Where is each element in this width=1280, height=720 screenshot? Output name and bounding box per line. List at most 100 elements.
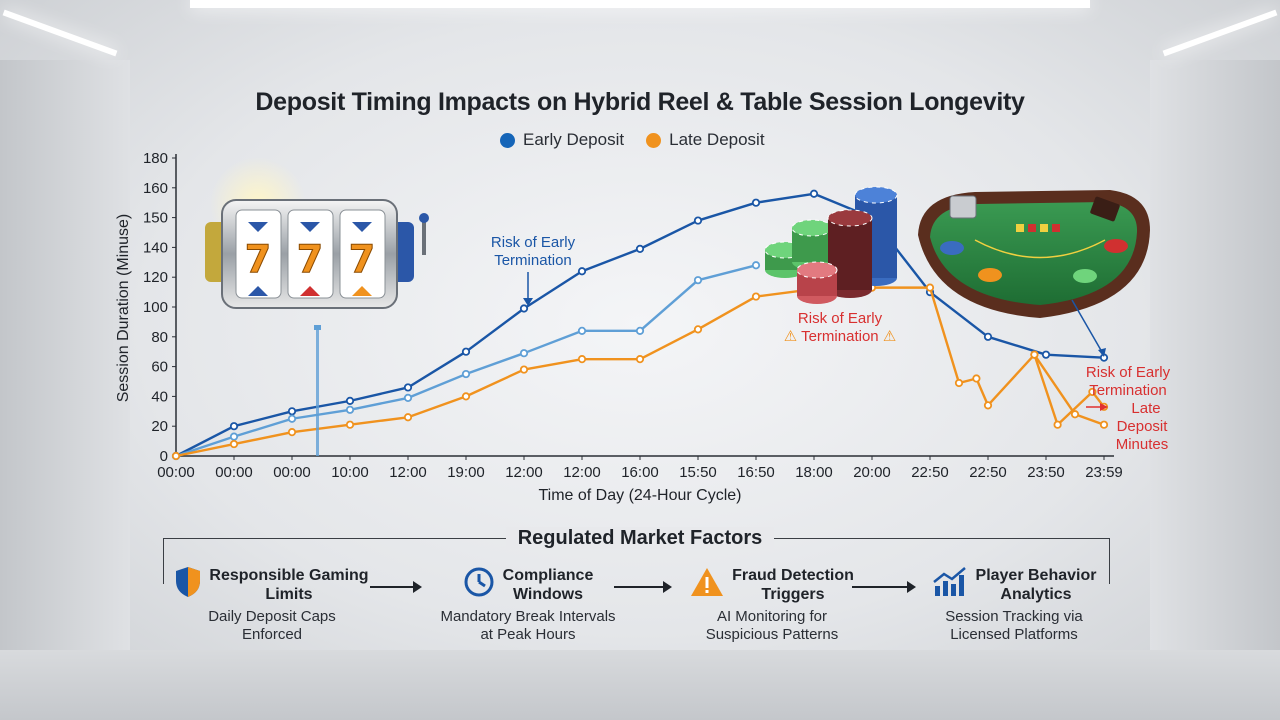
factor-title: Compliance Windows <box>503 566 594 604</box>
factor-desc: AI Monitoring for Suspicious Patterns <box>662 608 882 644</box>
series-point-1 <box>693 276 703 285</box>
series-point-1 <box>287 414 297 423</box>
series-point-1 <box>519 349 529 358</box>
factor-desc: Mandatory Break Intervals at Peak Hours <box>418 608 638 644</box>
series-point-0 <box>287 407 297 416</box>
annotation-risk-right-line3: Late <box>1131 400 1161 417</box>
factor-desc: Session Tracking via Licensed Platforms <box>904 608 1124 644</box>
series-point-0 <box>345 396 355 405</box>
y-tick-label: 40 <box>151 388 168 405</box>
factor-fraud-detection: Fraud Detection Triggers AI Monitoring f… <box>662 566 882 644</box>
factor-title-line1: Fraud Detection <box>732 567 854 584</box>
legend-early-label: Early Deposit <box>523 130 625 149</box>
annotation-risk-early-blue-text: Risk of Early Termination <box>490 234 576 269</box>
series-point-2 <box>1053 420 1062 429</box>
legend-item-late: Late Deposit <box>646 130 765 150</box>
factor-title-line1: Player Behavior <box>975 567 1097 584</box>
factor-arrow-3 <box>852 581 916 593</box>
y-tick-label: 140 <box>143 239 168 256</box>
factor-title-line2: Limits <box>265 586 313 603</box>
chart-title: Deposit Timing Impacts on Hybrid Reel & … <box>255 88 1025 116</box>
series-point-3 <box>1070 410 1080 419</box>
y-tick-label: 160 <box>143 180 168 197</box>
series-point-3 <box>1030 350 1039 359</box>
y-tick-label: 60 <box>151 359 168 376</box>
series-point-2 <box>171 451 181 461</box>
annotation-risk-right-line1: Risk of Early <box>1085 364 1171 381</box>
series-point-2 <box>287 428 297 437</box>
series-point-2 <box>461 392 471 401</box>
factor-desc-line2: at Peak Hours <box>480 626 576 643</box>
series-point-1 <box>345 405 355 414</box>
series-point-2 <box>751 292 761 301</box>
x-tick-label: 12:00 <box>563 464 601 481</box>
factor-title-line2: Analytics <box>1000 586 1072 603</box>
x-tick-label: 00:00 <box>157 464 195 481</box>
factor-head: Responsible Gaming Limits <box>162 566 382 604</box>
series-point-1 <box>635 326 645 335</box>
factor-head: Compliance Windows <box>418 566 638 604</box>
factors-title: Regulated Market Factors <box>0 527 1280 550</box>
factor-arrow-1 <box>370 581 422 593</box>
series-point-2 <box>577 355 587 364</box>
factor-title-line2: Windows <box>512 586 584 603</box>
slot-symbol-3: 7 <box>349 237 375 281</box>
series-point-1 <box>403 393 413 402</box>
series-point-1 <box>751 261 761 270</box>
blackjack-table-illustration <box>918 190 1150 318</box>
series-point-2 <box>519 365 529 374</box>
series-point-1 <box>577 326 587 335</box>
annotation-risk-right-line4: Deposit <box>1116 418 1168 435</box>
factors-title-text: Regulated Market Factors <box>505 527 775 549</box>
x-tick-label: 22:50 <box>911 464 949 481</box>
legend-item-early: Early Deposit <box>500 130 624 150</box>
factor-desc-line2: Enforced <box>241 626 303 643</box>
x-tick-label: 00:00 <box>215 464 253 481</box>
series-point-0 <box>461 347 471 356</box>
y-tick-label: 180 <box>143 150 168 167</box>
annotation-arrows <box>523 272 1108 411</box>
y-tick-label: 0 <box>160 448 168 465</box>
factor-title-line1: Responsible Gaming <box>209 567 369 584</box>
x-tick-label: 20:00 <box>853 464 891 481</box>
annotation-risk-right-line5: Minutes <box>1115 436 1169 453</box>
annotation-risk-early-blue: Risk of Early Termination <box>478 234 588 270</box>
series-point-2 <box>403 413 413 422</box>
series-point-2 <box>972 374 981 383</box>
slot-symbol-2: 7 <box>297 237 323 281</box>
annotation-risk-center-line2: Termination <box>801 328 879 345</box>
factor-desc: Daily Deposit Caps Enforced <box>162 608 382 644</box>
series-point-2 <box>229 439 239 449</box>
factor-title-line2: Triggers <box>761 586 825 603</box>
annotation-risk-center-line2-wrap: ⚠ Termination ⚠ <box>783 328 897 345</box>
factor-compliance-windows: Compliance Windows Mandatory Break Inter… <box>418 566 638 644</box>
y-tick-label: 150 <box>143 210 168 227</box>
factor-desc-line2: Suspicious Patterns <box>705 626 839 643</box>
series-point-1 <box>461 369 471 379</box>
y-tick-label: 20 <box>151 418 168 435</box>
y-axis-label: Session Duration (Minuse) <box>115 214 132 403</box>
series-point-2 <box>925 283 935 292</box>
x-tick-label: 23:59 <box>1085 464 1123 481</box>
x-tick-label: 23:50 <box>1027 464 1065 481</box>
factor-desc-line1: AI Monitoring for <box>716 608 828 625</box>
legend-late-label: Late Deposit <box>669 130 765 149</box>
legend-early-swatch <box>500 132 515 148</box>
x-tick-label: 16:50 <box>737 464 775 481</box>
annotation-risk-early-center: Risk of Early ⚠ Termination ⚠ <box>770 310 910 346</box>
slot-machine-illustration: 7 7 7 <box>205 157 429 456</box>
factor-title: Fraud Detection Triggers <box>732 566 854 604</box>
room-wall-right <box>1150 60 1280 660</box>
shield-icon <box>176 567 201 597</box>
legend-late-swatch <box>646 132 662 148</box>
room-floor <box>0 650 1280 720</box>
x-tick-label: 15:50 <box>679 464 717 481</box>
x-tick-label: 10:00 <box>331 464 369 481</box>
factor-desc-line2: Licensed Platforms <box>950 626 1078 643</box>
y-tick-label: 100 <box>143 299 168 316</box>
factor-head: Fraud Detection Triggers <box>662 566 882 604</box>
series-point-0 <box>1041 350 1051 359</box>
annotation-risk-right-line2: Termination <box>1089 382 1167 399</box>
slot-symbol-1: 7 <box>245 237 271 281</box>
